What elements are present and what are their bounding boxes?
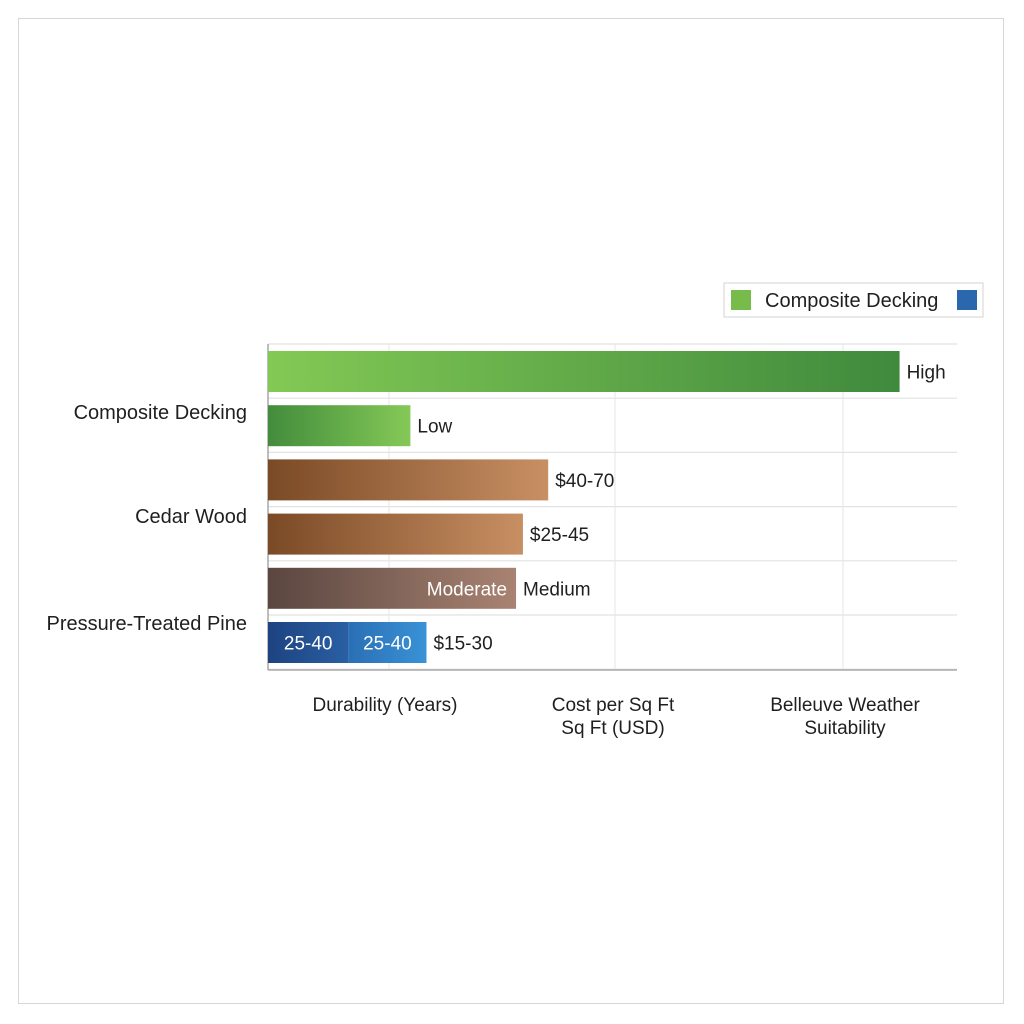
bar-segment-label: 25-40	[363, 634, 412, 655]
category-label: Composite Decking	[74, 402, 247, 424]
category-label: Cedar Wood	[135, 506, 247, 528]
labels: High Low $40-70 $25-45 Moderate Medium 25-40 25…	[47, 363, 946, 740]
legend: Composite Decking	[723, 282, 984, 318]
legend-swatch-blue	[957, 290, 977, 310]
bar-value-label: Medium	[523, 579, 591, 600]
bar-value-label: Low	[417, 417, 452, 438]
x-axis-label: Durability (Years)	[312, 695, 457, 716]
bar-value-label: $40-70	[555, 471, 614, 492]
bars	[268, 351, 900, 663]
grid	[267, 343, 957, 671]
bar-value-label: High	[907, 363, 946, 384]
bar	[268, 567, 517, 609]
category-label: Pressure-Treated Pine	[47, 613, 247, 635]
bar-segment-label: 25-40	[284, 634, 333, 655]
legend-label: Composite Decking	[765, 290, 938, 312]
chart-frame	[18, 18, 1004, 1004]
x-axis-label: Belleuve Weather Suitability	[770, 695, 920, 739]
bar-inner-label: Moderate	[427, 579, 507, 600]
bar-value-label: $25-45	[530, 525, 589, 546]
bar-segment	[268, 622, 349, 663]
bar-value-label: $15-30	[433, 634, 492, 655]
bar	[268, 405, 411, 447]
x-axis-label: Cost per Sq Ft Sq Ft (USD)	[552, 695, 675, 739]
bar	[268, 459, 549, 501]
bar	[268, 351, 900, 392]
legend-swatch-green	[731, 290, 751, 310]
bar-segment	[348, 622, 427, 663]
legend-box	[723, 282, 984, 318]
bar	[268, 513, 523, 555]
